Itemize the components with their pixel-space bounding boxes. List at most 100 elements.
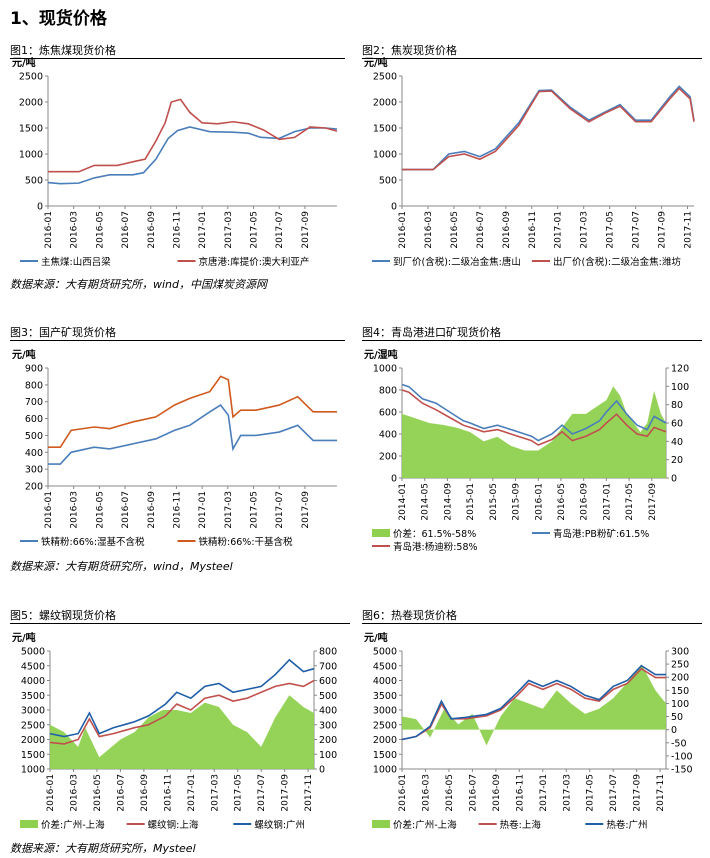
chart-title: 图1：炼焦煤现货价格 xyxy=(10,44,116,57)
x-tick-label: 2016-05 xyxy=(557,483,567,521)
y-tick-label: 1500 xyxy=(373,124,397,135)
x-tick-label: 2017-05 xyxy=(250,211,260,249)
series-line xyxy=(47,126,338,185)
y2-tick-label: -100 xyxy=(671,751,693,762)
x-tick-label: 2016-07 xyxy=(476,211,486,249)
x-tick-label: 2017-11 xyxy=(304,774,314,812)
legend-label: 热卷:上海 xyxy=(500,819,542,831)
x-tick-label: 2016-05 xyxy=(445,774,455,812)
legend-swatch xyxy=(372,529,390,537)
x-tick-label: 2016-11 xyxy=(172,491,182,529)
y2-tick-label: 250 xyxy=(671,660,689,671)
x-tick-label: 2017-03 xyxy=(210,774,220,812)
chart-panel-1: 图1：炼焦煤现货价格 元/吨 0 500 1000 1500 2000 2500 2016-0… xyxy=(10,42,345,272)
x-tick-label: 2017-03 xyxy=(224,491,234,529)
x-tick-label: 2016-05 xyxy=(95,491,105,529)
y2-tick-label: 300 xyxy=(319,720,337,731)
y-tick-label: 600 xyxy=(379,408,397,419)
x-tick-label: 2017-03 xyxy=(562,774,572,812)
x-tick-label: 2016-11 xyxy=(515,774,525,812)
y2-tick-label: 0 xyxy=(671,725,677,736)
x-tick-label: 2017-07 xyxy=(632,211,642,249)
chart-svg: 元/吨 200 300 400 500 600 700 800 900 2016-01 2016-0… xyxy=(12,348,337,548)
y-tick-label: 800 xyxy=(379,386,397,397)
series-line xyxy=(48,98,338,173)
y-tick-label: 200 xyxy=(25,482,43,493)
y-tick-label: 0 xyxy=(391,202,397,213)
x-tick-label: 2016-01 xyxy=(46,774,56,812)
y2-tick-label: 500 xyxy=(319,691,337,702)
chart-title: 图6：热卷现货价格 xyxy=(362,609,457,622)
x-tick-label: 2015-09 xyxy=(512,483,522,521)
x-tick-label: 2016-09 xyxy=(147,211,157,249)
series-line xyxy=(402,87,695,171)
title-underline xyxy=(362,623,702,624)
y2-tick-label: 400 xyxy=(319,706,337,717)
legend-label: 价差：61.5%-58% xyxy=(393,528,476,540)
chart-title: 图2：焦炭现货价格 xyxy=(362,44,457,57)
legend-label: 螺纹钢:广州 xyxy=(254,819,305,831)
y2-tick-label: 40 xyxy=(671,437,683,448)
y-tick-label: 2500 xyxy=(19,72,43,83)
y-tick-label: 400 xyxy=(25,448,43,459)
x-tick-label: 2017-05 xyxy=(606,211,616,249)
x-tick-label: 2017-03 xyxy=(580,211,590,249)
series-line xyxy=(48,404,337,465)
y-tick-label: 4000 xyxy=(373,676,397,687)
x-tick-label: 2016-03 xyxy=(421,774,431,812)
x-tick-label: 2017-09 xyxy=(658,211,668,249)
x-tick-label: 2016-05 xyxy=(450,211,460,249)
legend-label: 铁精粉:66%:湿基不含税 xyxy=(41,536,145,548)
series-area xyxy=(50,695,314,769)
y-tick-label: 500 xyxy=(379,176,397,187)
y-tick-label: 1500 xyxy=(19,124,43,135)
x-tick-label: 2017-05 xyxy=(234,774,244,812)
y-tick-label: 1000 xyxy=(373,765,397,776)
y2-tick-label: 100 xyxy=(671,699,689,710)
y-tick-label: 700 xyxy=(25,397,43,408)
x-tick-label: 2017-09 xyxy=(281,774,291,812)
chart-panel-2: 图2：焦炭现货价格 元/吨 0 500 1000 1500 2000 2500 2016-01… xyxy=(362,42,702,272)
x-tick-label: 2017-01 xyxy=(539,774,549,812)
chart-panel-3: 图3：国产矿现货价格 元/吨 200 300 400 500 600 700 800 900 20… xyxy=(10,324,345,554)
y-axis-unit: 元/吨 xyxy=(364,56,388,69)
x-tick-label: 2016-01 xyxy=(534,483,544,521)
y-tick-label: 3000 xyxy=(373,706,397,717)
legend-label: 青岛港:杨迪粉:58% xyxy=(393,541,478,553)
y-tick-label: 1000 xyxy=(19,150,43,161)
y-axis-unit: 元/吨 xyxy=(12,56,36,69)
y2-tick-label: 300 xyxy=(671,647,689,658)
y2-tick-label: 0 xyxy=(671,474,677,485)
chart-svg: 元/吨100015002000250030003500400045005000-… xyxy=(364,631,693,831)
x-tick-label: 2016-03 xyxy=(70,211,80,249)
x-tick-label: 2016-07 xyxy=(468,774,478,812)
series-area xyxy=(402,386,666,478)
y2-tick-label: -150 xyxy=(671,765,693,776)
series-line xyxy=(401,389,667,446)
x-tick-label: 2017-07 xyxy=(275,211,285,249)
chart-svg: 元/吨 0 500 1000 1500 2000 2500 2016-01 2016-03 201… xyxy=(364,56,695,268)
series-line xyxy=(49,679,315,745)
x-tick-label: 2017-07 xyxy=(609,774,619,812)
x-tick-label: 2017-09 xyxy=(301,211,311,249)
x-tick-label: 2016-07 xyxy=(121,211,131,249)
x-tick-label: 2017-05 xyxy=(586,774,596,812)
y2-tick-label: 700 xyxy=(319,661,337,672)
y-tick-label: 5000 xyxy=(21,647,45,658)
y-tick-label: 1500 xyxy=(21,750,45,761)
series-line xyxy=(49,658,315,738)
x-tick-label: 2016-01 xyxy=(44,211,54,249)
y-tick-label: 5000 xyxy=(373,647,397,658)
y-axis-unit: 元/吨 xyxy=(364,631,388,644)
x-tick-label: 2016-03 xyxy=(70,491,80,529)
x-tick-label: 2016-01 xyxy=(44,491,54,529)
x-tick-label: 2016-09 xyxy=(140,774,150,812)
y-tick-label: 4500 xyxy=(21,661,45,672)
y-tick-label: 3000 xyxy=(21,706,45,717)
y-axis-unit: 元/吨 xyxy=(12,631,36,644)
y-tick-label: 4000 xyxy=(21,676,45,687)
y-tick-label: 0 xyxy=(37,202,43,213)
legend-label: 到厂价(含税):二级冶金焦:唐山 xyxy=(393,256,521,268)
y2-tick-label: 50 xyxy=(671,712,683,723)
x-tick-label: 2017-07 xyxy=(275,491,285,529)
